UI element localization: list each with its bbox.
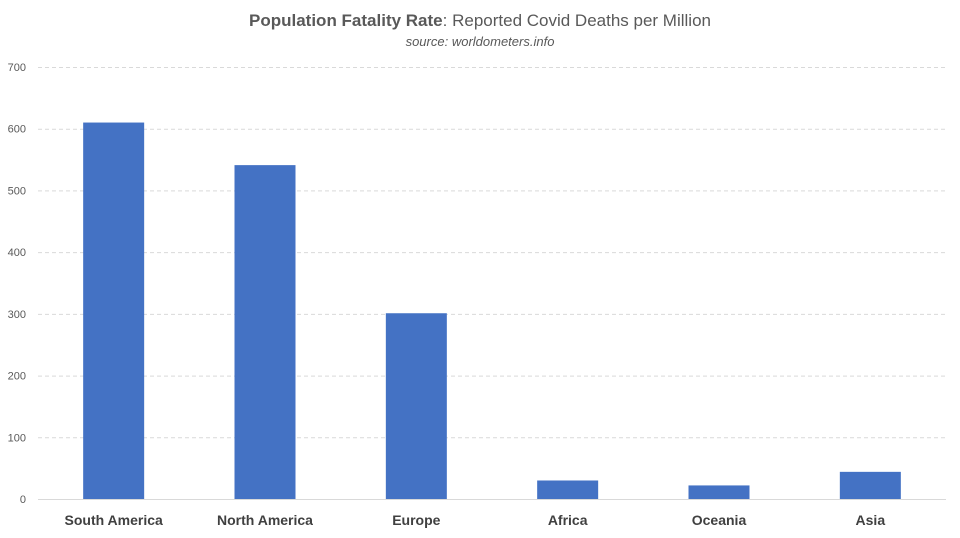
y-tick-label-0: 0 — [20, 494, 26, 506]
chart-title-rest: : Reported Covid Deaths per Million — [442, 11, 711, 30]
gridlines — [38, 67, 946, 500]
y-tick-label-200: 200 — [8, 371, 26, 383]
y-tick-label-700: 700 — [8, 62, 26, 74]
chart-subtitle: source: worldometers.info — [405, 34, 555, 49]
x-category-label-asia: Asia — [856, 512, 886, 528]
y-tick-label-400: 400 — [8, 247, 26, 259]
bar-oceania — [688, 485, 750, 499]
x-category-label-europe: Europe — [392, 512, 440, 528]
chart-title-bold: Population Fatality Rate — [249, 11, 443, 30]
y-tick-label-600: 600 — [8, 124, 26, 136]
bar-europe — [385, 313, 447, 499]
x-category-label-africa: Africa — [548, 512, 588, 528]
chart-title: Population Fatality Rate: Reported Covid… — [0, 11, 960, 31]
x-category-label-south-america: South America — [65, 512, 163, 528]
y-tick-label-500: 500 — [8, 185, 26, 197]
bars — [83, 122, 901, 500]
x-category-label-oceania: Oceania — [692, 512, 747, 528]
y-axis-ticks: 0 100 200 300 400 500 600 700 — [8, 62, 26, 506]
bar-asia — [839, 471, 901, 499]
x-category-label-north-america: North America — [217, 512, 313, 528]
bar-africa — [537, 480, 599, 499]
bar-north-america — [234, 165, 296, 499]
x-axis-categories: South America North America Europe Africa Oc… — [65, 512, 886, 528]
y-tick-label-100: 100 — [8, 432, 26, 444]
bar-south-america — [83, 122, 145, 500]
y-tick-label-300: 300 — [8, 309, 26, 321]
